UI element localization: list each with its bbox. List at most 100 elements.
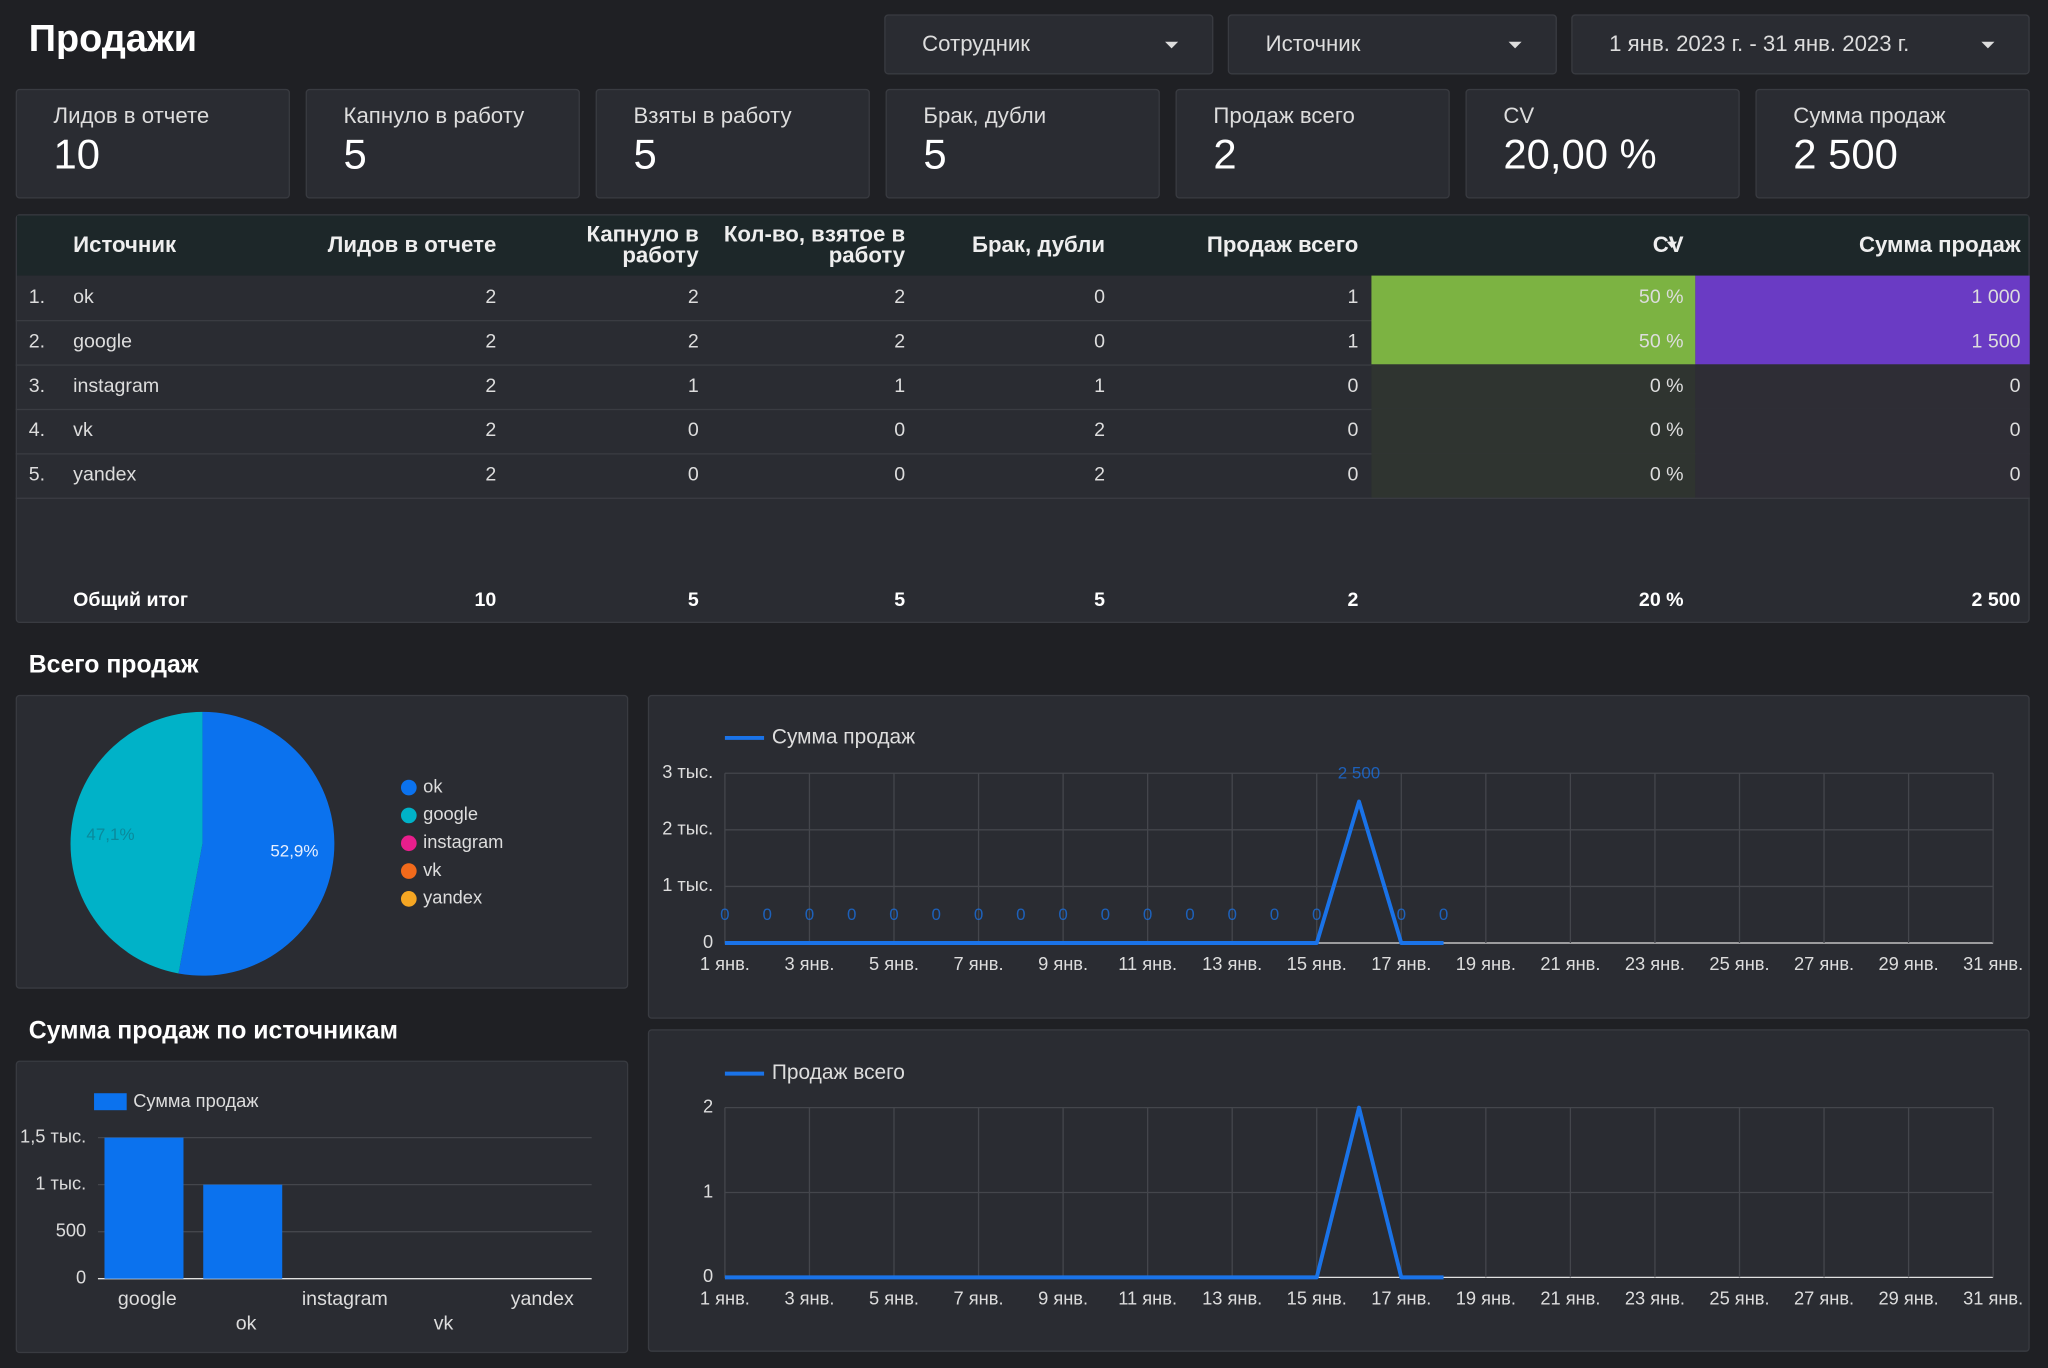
column-header: Капнуло в работу [586,222,699,268]
total-cell: 5 [687,589,699,612]
x-tick-label: 25 янв. [1709,1287,1769,1308]
legend-label: instagram [423,831,503,852]
point-label: 0 [1312,905,1321,924]
x-tick-label: 9 янв. [1038,1287,1088,1308]
y-tick-label: 1,5 тыс. [20,1125,86,1146]
column-header: Продаж всего [1206,232,1359,258]
kpi-value: 2 [1213,130,1237,178]
page-title: Продажи [28,18,197,61]
x-tick-label: 15 янв. [1287,953,1347,974]
table-cell: 0 [687,463,699,486]
point-label: 0 [720,905,729,924]
kpi-label: Капнуло в работу [343,103,525,128]
y-tick-label: 0 [703,931,713,952]
row-index: 3. [28,374,46,398]
legend-label: Сумма продаж [772,725,915,748]
y-tick-label: 1 тыс. [35,1172,86,1193]
table-cell: 0 [687,419,699,442]
table-cell: 2 [485,330,497,353]
x-tick-label: 13 янв. [1202,953,1262,974]
point-label: 0 [1185,905,1194,924]
table-cell: 0 % [1649,463,1684,486]
table-cell: 1 [687,374,699,398]
kpi-card [595,88,870,199]
table-cell: vk [73,419,93,442]
filter-dropdown[interactable]: Источник [1227,14,1557,75]
table-cell: 0 [2009,374,2021,398]
x-tick-label: 15 янв. [1287,1287,1347,1308]
x-tick-label: 29 янв. [1879,1287,1939,1308]
x-tick-label: 11 янв. [1118,953,1177,974]
kpi-value: 5 [343,130,367,178]
row-separator [15,364,2030,366]
sum-cell-bg [1695,319,2030,365]
x-tick-label: 3 янв. [784,953,834,974]
y-tick-label: 2 [703,1095,713,1116]
legend-label: ok [423,775,443,796]
bar [203,1184,283,1279]
table-cell: 1 [1347,330,1359,353]
pie-slice [70,711,203,974]
total-cell: 2 [1347,589,1359,612]
sum-cell-bg [1695,275,2030,320]
point-label: 0 [1227,905,1236,924]
x-tick-label: 19 янв. [1456,1287,1516,1308]
date-filter[interactable]: 1 янв. 2023 г. - 31 янв. 2023 г. [1571,14,2030,75]
x-tick-label: 25 янв. [1709,953,1769,974]
row-index: 2. [28,330,46,353]
x-tick-label: 17 янв. [1371,953,1431,974]
legend-dot [400,807,417,824]
pie-label: 47,1% [86,825,134,844]
x-tick-label: 13 янв. [1202,1287,1262,1308]
x-tick-label: 31 янв. [1963,953,2023,974]
table-cell: 0 [894,419,906,442]
kpi-label: CV [1503,103,1535,128]
legend-label: vk [423,859,442,880]
y-tick-label: 0 [703,1265,713,1286]
kpi-label: Продаж всего [1213,103,1355,128]
table-cell: ok [73,286,94,309]
point-label: 0 [1270,905,1279,924]
total-cell: 2 500 [1971,589,2021,612]
table-cell: 2 [894,330,906,353]
point-label: 0 [889,905,898,924]
row-index: 5. [28,463,46,486]
table-cell: 50 % [1638,286,1684,309]
table-cell: 2 [687,330,699,353]
kpi-value: 20,00 % [1503,130,1657,178]
line-series [724,799,1444,945]
table-cell: 0 [1347,419,1359,442]
filter-dropdown[interactable]: Сотрудник [884,14,1214,75]
x-tick-label: 7 янв. [954,953,1004,974]
point-label: 0 [762,905,771,924]
kpi-card [1175,88,1450,199]
column-header: Сумма продаж [1858,232,2021,258]
table-cell: 50 % [1638,330,1684,353]
cv-cell-bg [1371,319,1696,365]
table-cell: 0 % [1649,374,1684,398]
row-separator [15,408,2030,411]
x-tick-label: 23 янв. [1625,953,1685,974]
x-tick-label: 27 янв. [1794,1287,1854,1308]
x-tick-label: 23 янв. [1625,1287,1685,1308]
x-tick-label: 19 янв. [1456,953,1516,974]
x-tick-label: vk [434,1313,454,1335]
table-cell: 1 000 [1971,286,2021,309]
table-cell: google [73,330,132,353]
sum-cell-bg [1695,364,2030,409]
table-cell: 1 [1347,286,1359,309]
point-label: 0 [1058,905,1067,924]
cv-cell-bg [1371,453,1696,498]
kpi-card [1755,88,2030,199]
cv-cell-bg [1371,364,1696,409]
x-tick-label: 29 янв. [1879,953,1939,974]
x-tick-label: 1 янв. [700,1287,750,1308]
table-cell: 2 [687,286,699,309]
line-card [647,694,2030,1019]
table-cell: 2 [485,419,497,442]
legend-dot [400,835,417,852]
x-tick-label: 1 янв. [700,953,750,974]
total-cell: 10 [474,589,497,612]
kpi-card [15,88,290,199]
